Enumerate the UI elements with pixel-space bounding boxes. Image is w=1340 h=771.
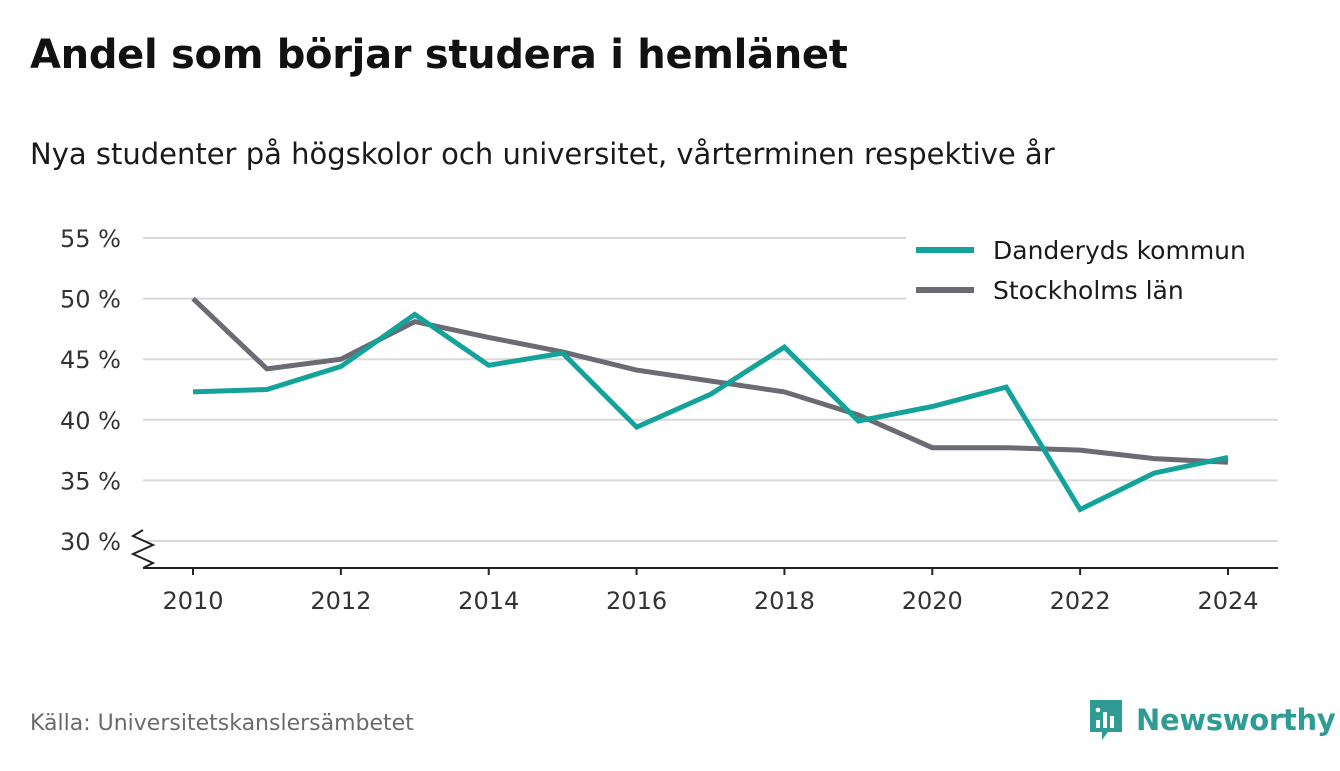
x-tick-label: 2012	[310, 587, 371, 615]
newsworthy-logo-icon	[1090, 700, 1122, 740]
series	[191, 296, 1229, 513]
legend-label: Stockholms län	[993, 276, 1184, 305]
y-tick-label: 55 %	[60, 225, 121, 253]
x-axis-ticks: 2010 2012 2014 2016 2018 2020 2022 2024	[162, 568, 1259, 615]
chart-title: Andel som börjar studera i hemlänet	[30, 32, 848, 78]
y-tick-label: 35 %	[60, 467, 121, 495]
x-tick-label: 2016	[606, 587, 667, 615]
legend-background	[906, 226, 1278, 312]
axis-break-icon	[130, 529, 156, 569]
y-tick-label: 40 %	[60, 407, 121, 435]
x-tick-label: 2010	[162, 587, 223, 615]
brand-name: Newsworthy	[1136, 703, 1336, 737]
series-line-stockholm	[191, 296, 1229, 465]
x-tick-label: 2022	[1050, 587, 1111, 615]
source-note: Källa: Universitetskanslersämbetet	[30, 711, 414, 736]
y-tick-label: 30 %	[60, 528, 121, 556]
legend-label: Danderyds kommun	[993, 236, 1246, 265]
y-axis-ticks: 30 % 35 % 40 % 45 % 50 % 55 %	[60, 225, 121, 556]
x-tick-label: 2014	[458, 587, 519, 615]
line-chart: 30 %35 %40 %45 %50 %55 % 2010 2012 2014 201…	[60, 225, 1278, 615]
x-tick-label: 2024	[1197, 587, 1258, 615]
y-tick-label: 45 %	[60, 346, 121, 374]
legend: Danderyds kommun Stockholms län	[906, 226, 1278, 312]
y-tick-label: 50 %	[60, 286, 121, 314]
x-axis	[130, 529, 1278, 569]
series-line-danderyd	[192, 311, 1229, 513]
x-tick-label: 2020	[902, 587, 963, 615]
chart-subtitle: Nya studenter på högskolor och universit…	[30, 137, 1055, 171]
x-tick-label: 2018	[754, 587, 815, 615]
brand-logo: Newsworthy	[1088, 697, 1336, 743]
